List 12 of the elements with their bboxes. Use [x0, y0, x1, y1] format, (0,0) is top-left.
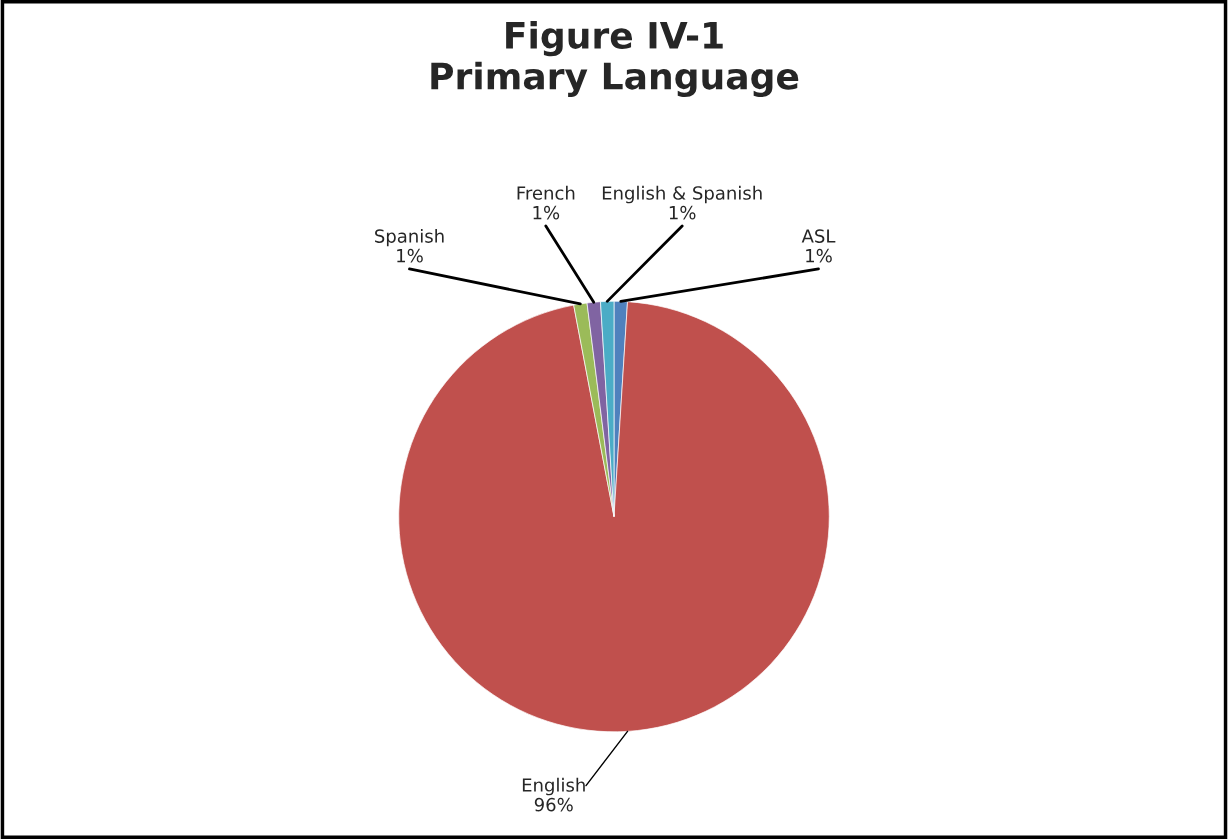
slice-label: French [517, 185, 575, 200]
data-label: 1% [669, 205, 696, 220]
data-label: 1% [806, 248, 832, 263]
chart-title: Figure IV-1 Primary Language [431, 20, 799, 97]
data-label: 1% [533, 205, 560, 220]
slice-label: English [522, 777, 585, 796]
slice-label: Spanish [375, 228, 444, 247]
data-label: 96% [534, 797, 573, 812]
data-label: 1% [397, 248, 423, 263]
pie-slice [398, 301, 830, 733]
slice-label: ASL [801, 229, 836, 243]
slice-label: English & Spanish [602, 185, 762, 204]
